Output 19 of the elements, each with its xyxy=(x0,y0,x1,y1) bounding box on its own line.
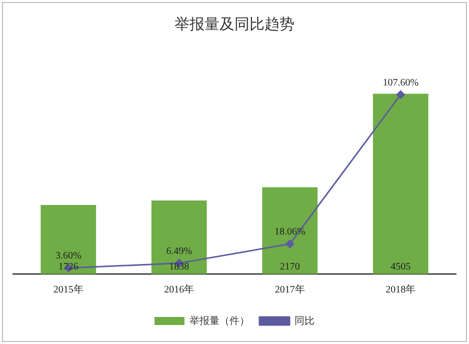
x-tick-label: 2015年 xyxy=(53,284,84,296)
bar xyxy=(372,94,428,274)
legend-label: 同比 xyxy=(294,314,314,327)
data-label: 1838 xyxy=(169,262,190,273)
chart-title: 举报量及同比趋势 xyxy=(174,16,294,34)
point xyxy=(396,90,405,99)
x-tick-label: 2017年 xyxy=(274,284,305,296)
data-label: 2170 xyxy=(280,262,300,273)
data-label: 107.60% xyxy=(382,77,419,88)
data-label: 4505 xyxy=(390,262,411,273)
legend-label: 举报量（件） xyxy=(190,314,250,327)
x-tick-label: 2018年 xyxy=(386,284,416,296)
bar xyxy=(151,200,207,274)
data-label: 6.49% xyxy=(166,246,192,257)
point xyxy=(286,240,294,248)
data-label: 3.60% xyxy=(55,250,82,262)
bar xyxy=(40,204,96,274)
bar xyxy=(262,187,318,274)
x-tick-label: 2016年 xyxy=(164,284,194,296)
